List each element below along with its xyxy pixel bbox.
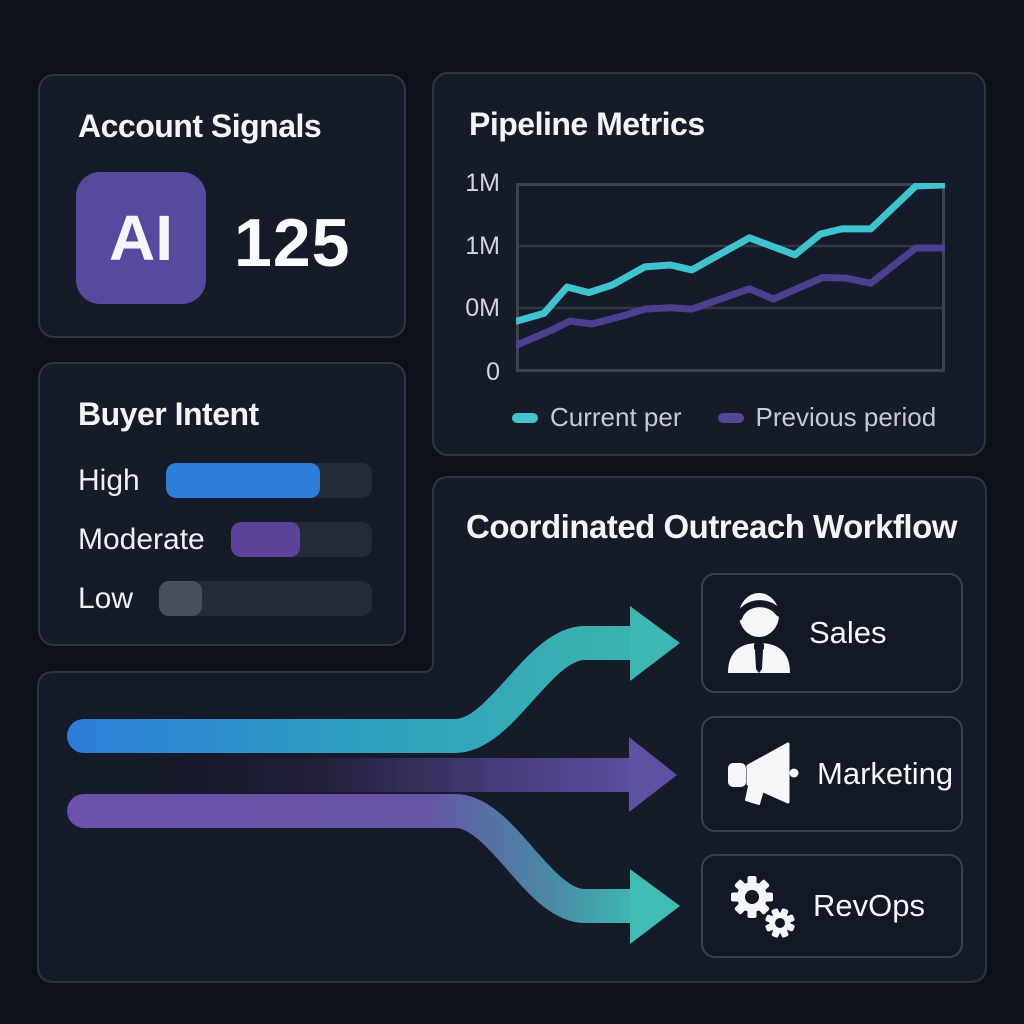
megaphone-icon	[727, 742, 799, 806]
intent-row-low: Low	[78, 581, 372, 616]
intent-bar-track	[230, 522, 372, 557]
current-period-swatch	[512, 412, 538, 423]
intent-label: High	[78, 463, 140, 497]
target-label: RevOps	[813, 888, 925, 923]
intent-row-high: High	[78, 463, 372, 498]
intent-bar-track	[159, 581, 372, 616]
account-signals-card: Account Signals AI 125	[38, 74, 406, 338]
account-signals-title: Account Signals	[78, 108, 322, 144]
y-axis-tick: 0	[486, 358, 500, 386]
legend-item-previous[interactable]: Previous period	[717, 402, 937, 433]
revops-flow-band	[67, 794, 649, 923]
pipeline-metrics-title: Pipeline Metrics	[469, 106, 705, 142]
legend-label: Current per	[550, 402, 682, 432]
y-axis-tick: 1M	[465, 169, 500, 197]
gears-icon	[727, 872, 795, 940]
workflow-target-marketing[interactable]: Marketing	[701, 716, 963, 832]
sales-arrowhead	[630, 606, 680, 681]
legend-item-current[interactable]: Current per	[512, 402, 682, 433]
intent-label: Moderate	[78, 522, 205, 556]
workflow-flow-arrows	[67, 606, 680, 944]
buyer-intent-title: Buyer Intent	[78, 396, 259, 432]
intent-row-moderate: Moderate	[78, 522, 372, 557]
y-axis-tick: 1M	[465, 232, 500, 260]
workflow-target-revops[interactable]: RevOps	[701, 854, 963, 958]
account-signals-value: 125	[234, 205, 351, 281]
revops-arrowhead	[630, 869, 680, 944]
intent-bar-track	[165, 463, 372, 498]
previous-period-swatch	[717, 412, 744, 423]
chart-legend: Current per Previous period	[512, 402, 936, 433]
intent-bar-fill	[230, 522, 300, 557]
ai-badge: AI	[76, 172, 206, 304]
buyer-intent-rows: High Moderate Low	[78, 463, 372, 640]
workflow-title: Coordinated Outreach Workflow	[466, 508, 957, 545]
intent-label: Low	[78, 581, 134, 615]
target-label: Sales	[809, 615, 887, 650]
sales-flow-band	[67, 626, 649, 753]
marketing-arrowhead	[629, 737, 677, 812]
y-axis-tick: 0M	[465, 294, 500, 322]
intent-bar-fill	[165, 463, 321, 498]
target-label: Marketing	[817, 756, 954, 791]
line-chart	[513, 181, 949, 372]
person-icon	[727, 593, 791, 673]
intent-bar-fill	[159, 581, 202, 616]
workflow-target-sales[interactable]: Sales	[701, 573, 963, 693]
legend-label: Previous period	[755, 402, 937, 432]
pipeline-metrics-card: Pipeline Metrics 1M 1M 0M 0 Current per …	[432, 72, 986, 456]
buyer-intent-card: Buyer Intent High Moderate Low	[38, 362, 406, 646]
